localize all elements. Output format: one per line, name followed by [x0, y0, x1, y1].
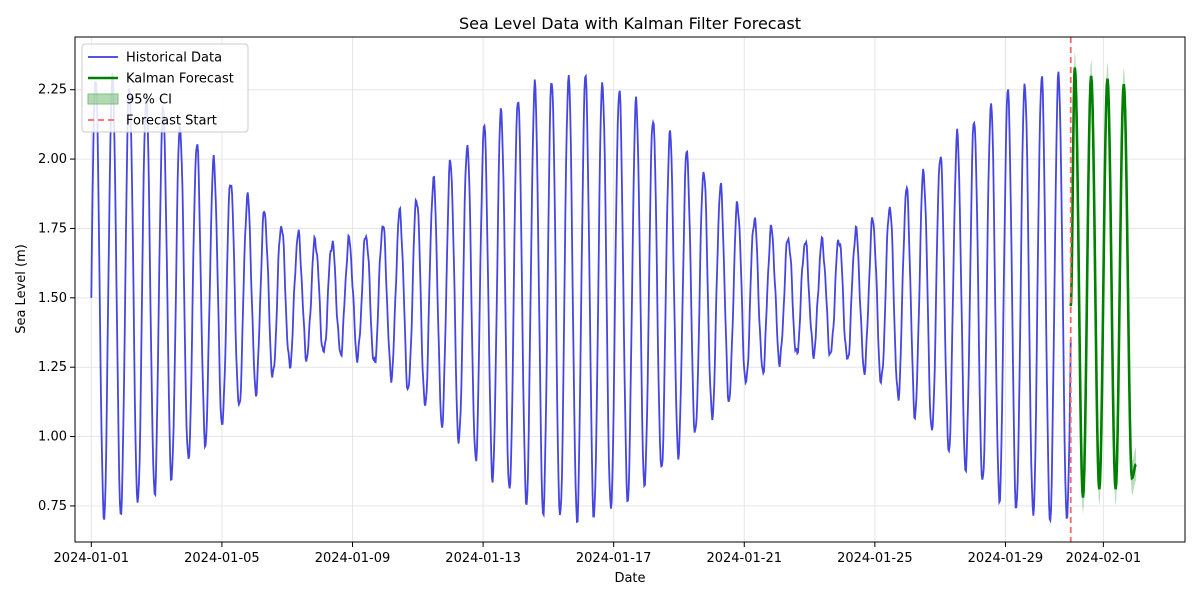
- y-axis-title: Sea Level (m): [14, 244, 29, 334]
- x-tick-label: 2024-02-01: [1066, 551, 1142, 566]
- gridlines: [75, 37, 1185, 542]
- legend-label: Historical Data: [126, 51, 222, 66]
- kalman-forecast-line: [1069, 67, 1137, 498]
- y-tick-label: 2.25: [38, 83, 67, 98]
- legend-box: [81, 43, 249, 133]
- y-tick-label: 1.50: [38, 291, 67, 306]
- chart-title: Sea Level Data with Kalman Filter Foreca…: [459, 14, 801, 33]
- x-axis-title: Date: [614, 571, 645, 586]
- x-tick-label: 2024-01-25: [837, 551, 913, 566]
- x-tick-label: 2024-01-13: [445, 551, 521, 566]
- plot-frame: [74, 36, 1186, 543]
- legend-label: Kalman Forecast: [126, 72, 234, 87]
- legend-label: 95% CI: [126, 93, 172, 108]
- y-tick-label: 1.75: [38, 221, 67, 236]
- plot-data: [90, 37, 1137, 542]
- y-tick-label: 2.00: [38, 152, 67, 167]
- historical-data-line: [90, 71, 1072, 524]
- x-axis: 2024-01-01 2024-01-05 2024-01-09 2024-01-13…: [54, 542, 1142, 566]
- legend-swatch-ci: [87, 93, 119, 105]
- x-tick-label: 2024-01-21: [706, 551, 782, 566]
- y-tick-label: 0.75: [38, 499, 67, 514]
- x-tick-label: 2024-01-01: [54, 551, 130, 566]
- x-tick-label: 2024-01-05: [184, 551, 260, 566]
- legend-label: Forecast Start: [126, 114, 217, 129]
- x-tick-label: 2024-01-29: [968, 551, 1044, 566]
- x-tick-label: 2024-01-17: [576, 551, 652, 566]
- y-tick-label: 1.00: [38, 430, 67, 445]
- y-axis: 0.75 1.00 1.25 1.50 1.75 2.00 2.25: [38, 83, 75, 514]
- legend: Historical Data Kalman Forecast 95% CI Fore…: [81, 43, 249, 133]
- x-tick-label: 2024-01-09: [315, 551, 391, 566]
- y-tick-label: 1.25: [38, 360, 67, 375]
